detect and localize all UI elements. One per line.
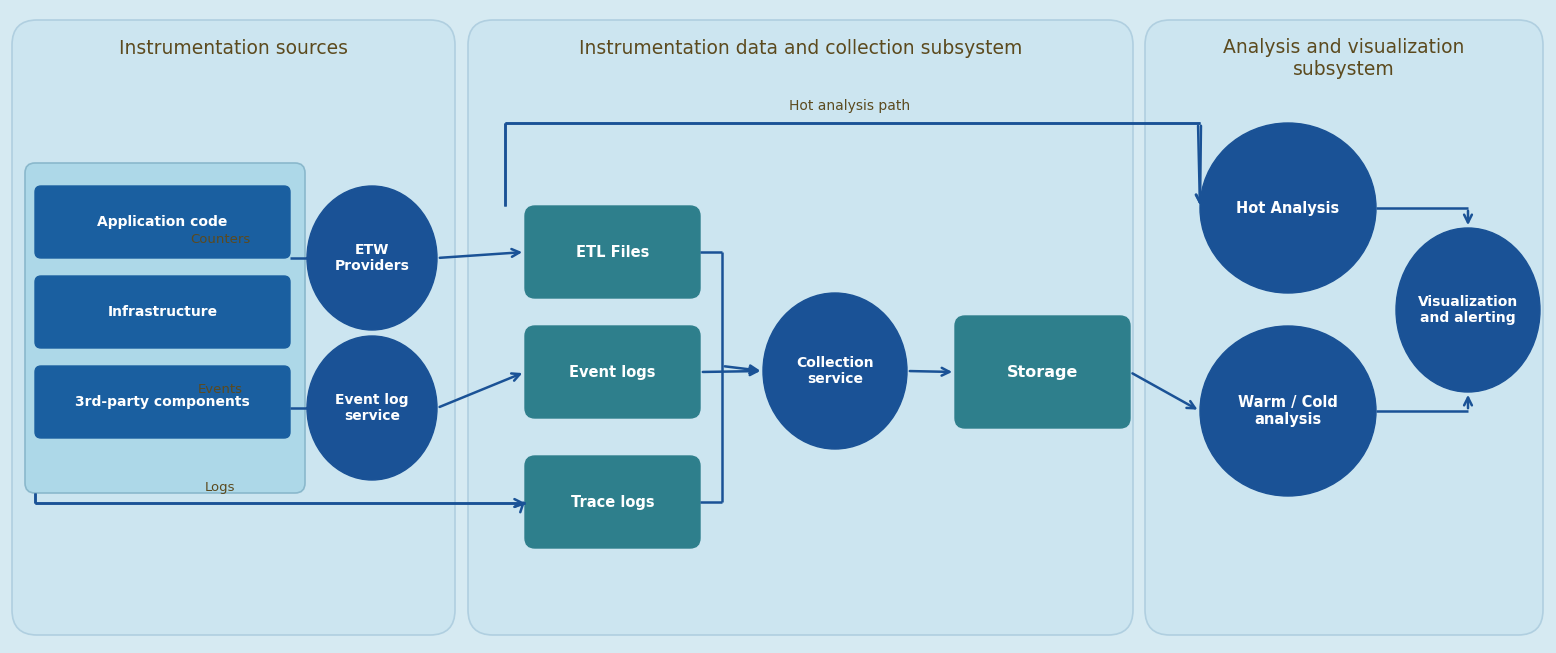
Text: Trace logs: Trace logs bbox=[571, 494, 655, 509]
Ellipse shape bbox=[307, 336, 437, 480]
Text: Analysis and visualization
subsystem: Analysis and visualization subsystem bbox=[1223, 37, 1464, 78]
FancyBboxPatch shape bbox=[25, 163, 305, 493]
FancyBboxPatch shape bbox=[524, 326, 700, 418]
Text: Logs: Logs bbox=[205, 481, 235, 494]
Text: Events: Events bbox=[198, 383, 243, 396]
Ellipse shape bbox=[307, 186, 437, 330]
Text: Storage: Storage bbox=[1007, 364, 1078, 379]
FancyBboxPatch shape bbox=[524, 456, 700, 548]
Text: Application code: Application code bbox=[98, 215, 227, 229]
Ellipse shape bbox=[1200, 326, 1376, 496]
Ellipse shape bbox=[1396, 228, 1540, 392]
FancyBboxPatch shape bbox=[12, 20, 454, 635]
Text: Visualization
and alerting: Visualization and alerting bbox=[1418, 295, 1519, 325]
FancyBboxPatch shape bbox=[955, 316, 1130, 428]
Text: Event logs: Event logs bbox=[569, 364, 655, 379]
FancyBboxPatch shape bbox=[34, 366, 289, 438]
FancyBboxPatch shape bbox=[1145, 20, 1544, 635]
Text: Hot Analysis: Hot Analysis bbox=[1237, 200, 1340, 215]
Text: ETW
Providers: ETW Providers bbox=[335, 243, 409, 273]
FancyBboxPatch shape bbox=[34, 186, 289, 258]
Ellipse shape bbox=[762, 293, 907, 449]
Text: Instrumentation sources: Instrumentation sources bbox=[118, 39, 349, 57]
Text: Collection
service: Collection service bbox=[797, 356, 874, 386]
Text: Event log
service: Event log service bbox=[335, 393, 409, 423]
Text: Instrumentation data and collection subsystem: Instrumentation data and collection subs… bbox=[579, 39, 1022, 57]
Text: 3rd-party components: 3rd-party components bbox=[75, 395, 251, 409]
Text: Counters: Counters bbox=[190, 233, 251, 246]
Text: Warm / Cold
analysis: Warm / Cold analysis bbox=[1239, 395, 1338, 427]
Text: Infrastructure: Infrastructure bbox=[107, 305, 218, 319]
Ellipse shape bbox=[1200, 123, 1376, 293]
FancyBboxPatch shape bbox=[468, 20, 1133, 635]
FancyBboxPatch shape bbox=[524, 206, 700, 298]
FancyBboxPatch shape bbox=[34, 276, 289, 348]
Text: Hot analysis path: Hot analysis path bbox=[789, 99, 910, 113]
Text: ETL Files: ETL Files bbox=[576, 244, 649, 259]
